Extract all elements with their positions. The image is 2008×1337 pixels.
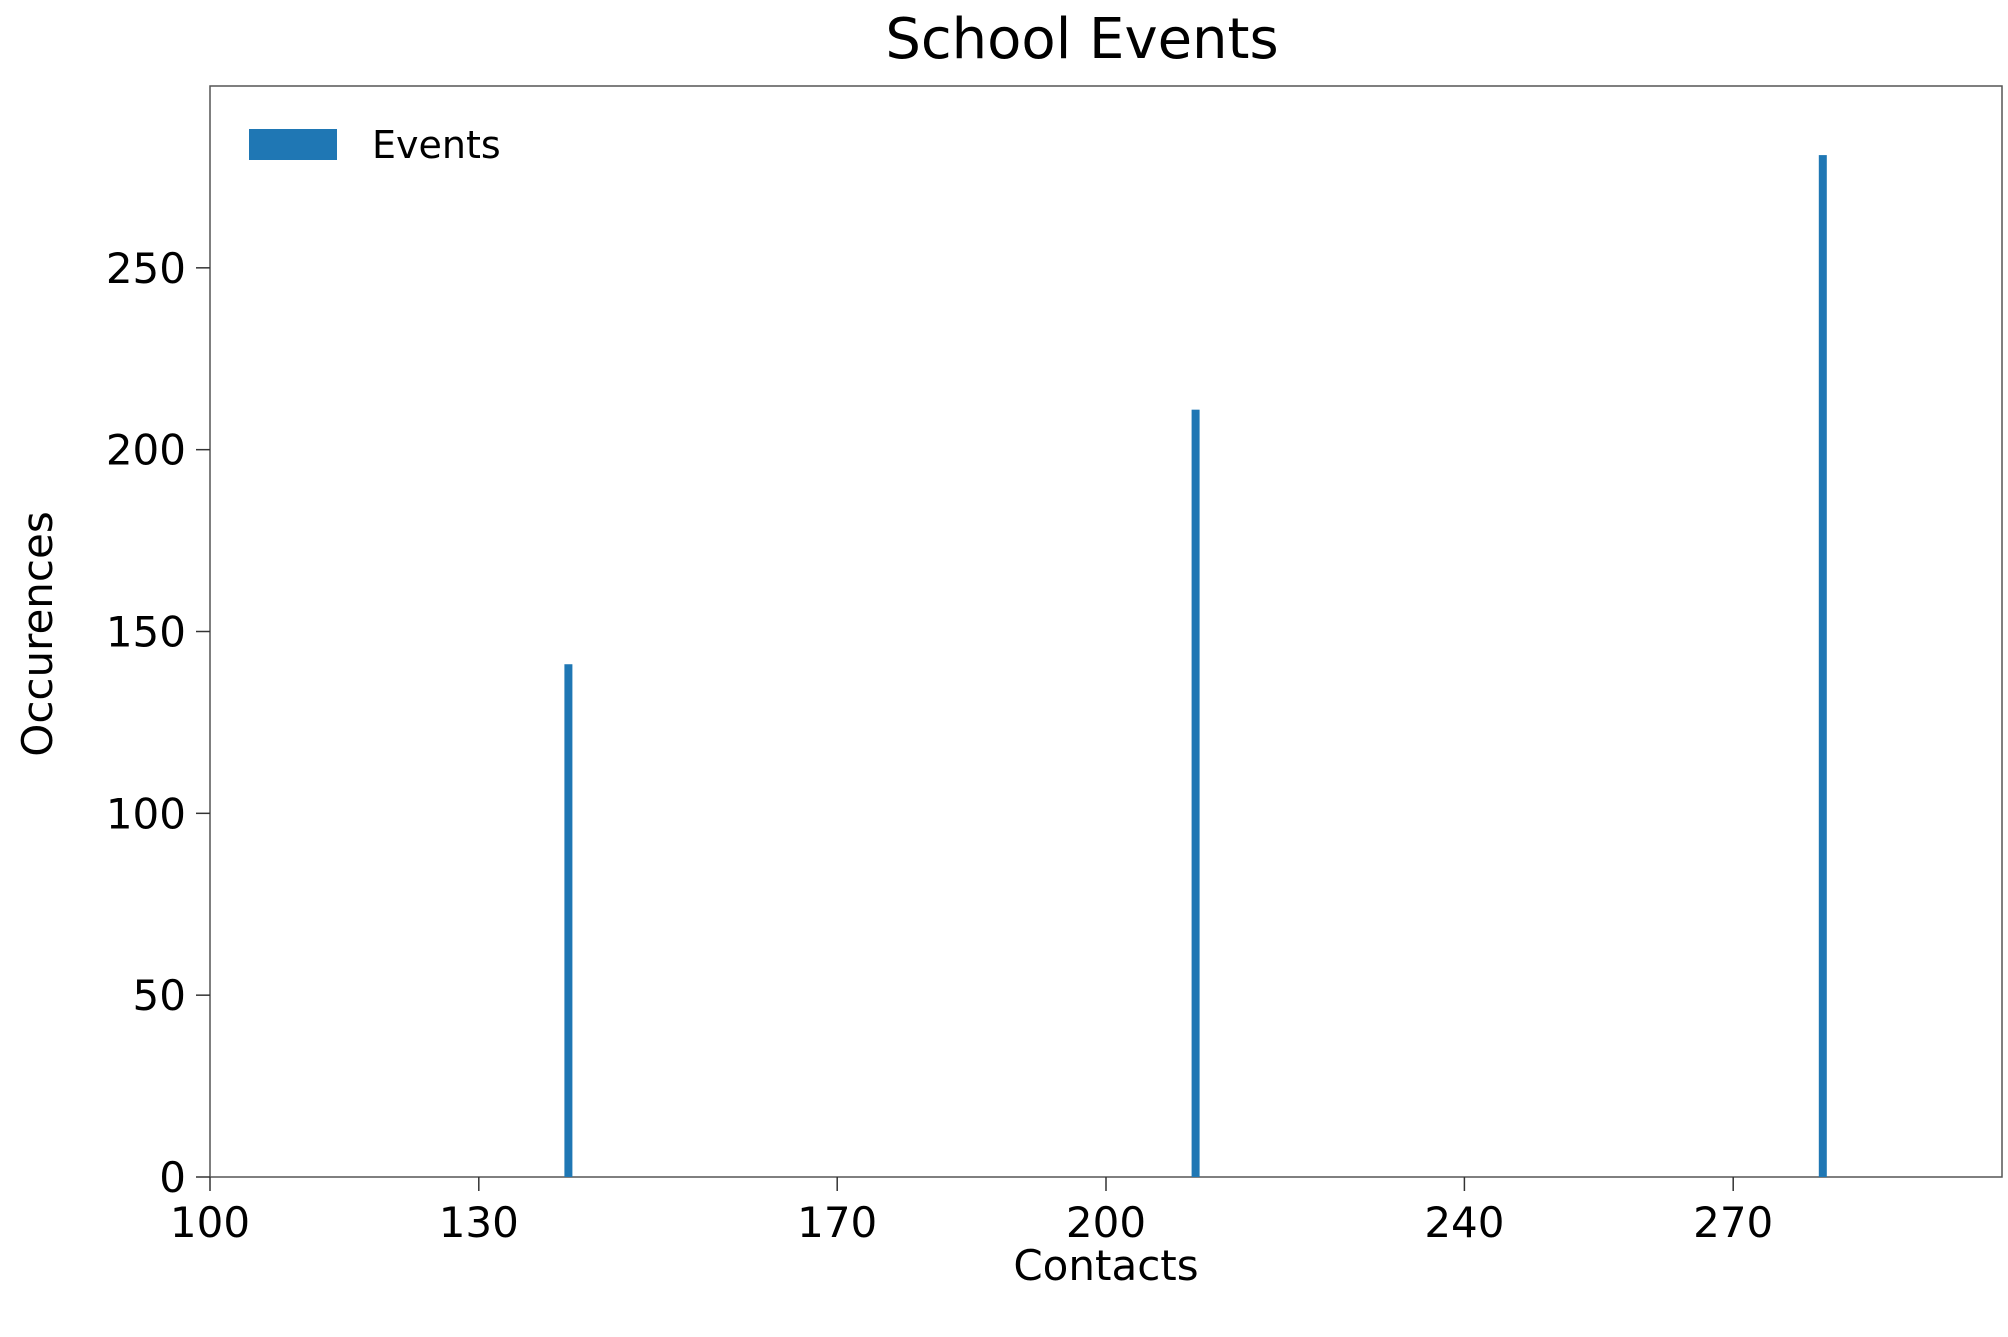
x-tick-label-240: 240	[1424, 1198, 1504, 1247]
bar-280	[1818, 155, 1827, 1177]
y-tick-label-250: 250	[106, 244, 186, 293]
y-tick-label-100: 100	[106, 789, 186, 838]
plot-area	[209, 85, 2003, 1178]
bar-210	[1191, 409, 1200, 1177]
x-tick-label-270: 270	[1693, 1198, 1773, 1247]
chart-title: School Events	[885, 7, 1278, 72]
legend-swatch-events	[249, 129, 337, 160]
x-tick-label-130: 130	[439, 1198, 519, 1247]
x-tick-label-170: 170	[797, 1198, 877, 1247]
bar-140	[564, 664, 573, 1177]
bars	[564, 155, 1827, 1177]
y-tick-label-150: 150	[106, 608, 186, 657]
legend: Events	[249, 123, 501, 167]
x-axis: 100 130 170 200 240 270	[170, 1177, 1773, 1247]
y-tick-label-50: 50	[133, 971, 186, 1020]
x-tick-label-200: 200	[1066, 1198, 1146, 1247]
y-tick-label-200: 200	[106, 426, 186, 475]
x-axis-title: Contacts	[1013, 1241, 1198, 1290]
legend-label-events: Events	[372, 123, 501, 167]
y-axis-title: Occurences	[13, 511, 62, 756]
x-tick-label-100: 100	[170, 1198, 250, 1247]
y-axis: 0 50 100 150 200 250	[106, 244, 210, 1202]
y-tick-label-0: 0	[159, 1153, 186, 1202]
